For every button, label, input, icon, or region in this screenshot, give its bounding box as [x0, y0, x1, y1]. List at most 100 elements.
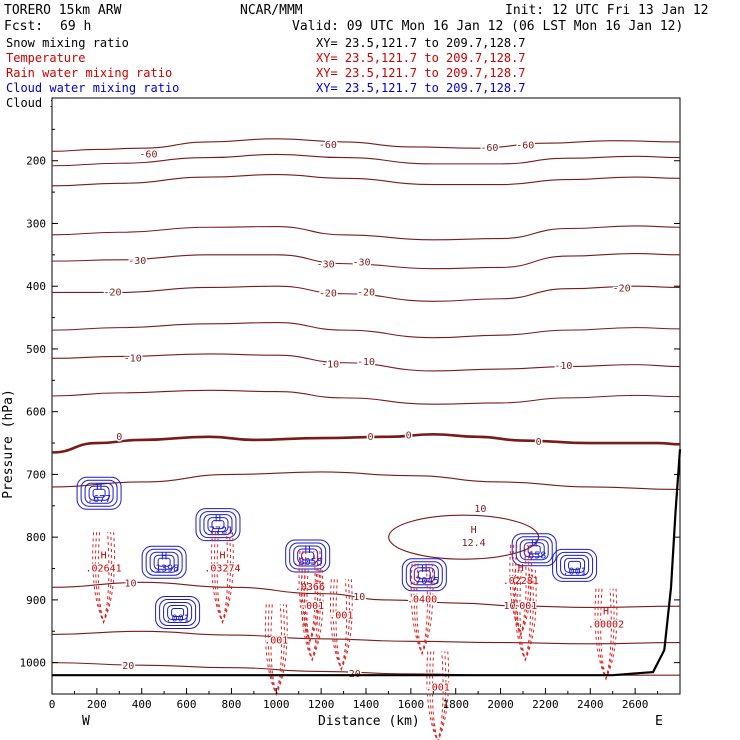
cloud-water-value: .1398 — [149, 563, 179, 574]
rain-water-contour — [594, 588, 618, 680]
cloud-water-contour — [564, 557, 586, 573]
cloud-water-contour — [523, 542, 545, 558]
isotherm-line — [51, 581, 681, 608]
fcst-value: 69 h — [60, 19, 91, 34]
isotherm-label: -60 — [480, 143, 498, 154]
rain-water-value: .00002 — [588, 620, 624, 631]
isotherm-line — [51, 153, 681, 167]
x-tick-label: 800 — [221, 698, 241, 711]
rain-water-value: .0400 — [407, 595, 437, 606]
cloud-water-h-label: H — [421, 564, 427, 575]
rain-water-value: .001 — [264, 635, 288, 646]
x-tick-label: 2400 — [577, 698, 604, 711]
legend-entry-xy: XY= 23.5,121.7 to 209.7,128.7 — [316, 51, 526, 65]
cloud-water-contour — [76, 476, 122, 510]
cloud-water-value: .001 — [563, 566, 587, 577]
cloud-water-contour — [80, 479, 118, 507]
isotherm-line — [52, 285, 681, 302]
x-tick-label: 1400 — [353, 698, 380, 711]
rain-water-h-label: H — [101, 550, 107, 561]
cloud-water-contour — [157, 557, 171, 567]
cloud-water-value: .7721 — [203, 526, 233, 537]
rain-water-contour — [410, 563, 434, 655]
legend-entry-xy: XY= 23.5,121.7 to 209.7,128.7 — [316, 36, 526, 50]
rain-water-contour — [264, 604, 288, 696]
rain-water-contour — [509, 544, 533, 636]
cloud-water-contour — [211, 520, 225, 530]
plot-frame — [51, 97, 681, 695]
x-tick-label: 200 — [87, 698, 107, 711]
rain-water-value: .03274 — [204, 563, 240, 574]
cloud-water-contour — [145, 548, 183, 576]
cloud-water-h-label: H — [531, 539, 537, 550]
cloud-water-h-label: H — [96, 482, 102, 493]
axes: 0 200 400 600 800 1000 1200 1400 1600 1800 2000 220… — [20, 128, 680, 711]
cloud-water-h-label: H — [305, 545, 311, 556]
cloud-water-value: .677 — [87, 494, 111, 505]
x-tick-label: 0 — [49, 698, 56, 711]
cloud-water-contour — [560, 554, 590, 576]
isotherm-label: 10 — [353, 592, 365, 603]
init-time: Init: 12 UTC Fri 13 Jan 12 — [505, 3, 709, 18]
isotherm-label: -10 — [357, 357, 375, 368]
warm-pool-h-label: H — [471, 525, 477, 536]
isotherm-line — [51, 471, 681, 491]
isotherm-label: -60 — [319, 140, 337, 151]
cloud-water-contour — [141, 545, 187, 579]
legend-entry-xy: XY= 23.5,121.7 to 209.7,128.7 — [316, 66, 526, 80]
x-tick-label: 1000 — [263, 698, 290, 711]
east-endpoint: E — [655, 714, 663, 729]
x-axis-title: Distance (km) — [318, 714, 420, 729]
legend-entry-xy: XY= 23.5,121.7 to 209.7,128.7 — [316, 81, 526, 95]
legend-entry-name: Rain water mixing ratio — [6, 66, 172, 80]
y-tick-label: 400 — [26, 280, 46, 293]
isotherm-label: -20 — [357, 287, 375, 298]
isotherm-label: -20 — [104, 287, 122, 298]
isotherm-line — [51, 253, 681, 270]
y-tick-label: 800 — [26, 531, 46, 544]
x-tick-label: 1200 — [308, 698, 335, 711]
isotherm-label: 0 — [536, 437, 542, 448]
y-tick-label: 600 — [26, 406, 46, 419]
cloud-water-contour — [289, 542, 327, 570]
legend-entry-name: Cloud water mixing ratio — [6, 81, 179, 95]
cloud-water-contour — [417, 570, 431, 580]
rain-water-value: .02641 — [86, 563, 122, 574]
rain-water-contour — [211, 532, 234, 624]
cloud-water-contour — [301, 551, 315, 561]
cloud-water-contour — [511, 533, 557, 567]
plot-area: -60 -60 -60 -60 -30 -30 -30 -20 -20 -20 -20 -10 -10 -… — [20, 97, 682, 740]
isotherm-line — [51, 353, 681, 372]
rain-water-value: .001 — [513, 601, 537, 612]
x-tick-label: 1800 — [442, 698, 469, 711]
x-tick-label: 1600 — [398, 698, 425, 711]
isotherm-line — [51, 225, 681, 241]
cloud-water-contour — [293, 545, 323, 567]
cloud-water-contour — [405, 561, 443, 589]
rain-water-value: .001 — [300, 601, 324, 612]
cloud-water-contour — [159, 598, 197, 626]
isotherm-label: 0 — [367, 432, 373, 443]
cloud-water-contour — [413, 567, 435, 583]
rain-water-value: .001 — [329, 610, 353, 621]
terrain-line — [52, 449, 682, 677]
rain-water-contour — [298, 551, 322, 643]
cloud-water-contour — [556, 551, 594, 579]
cloud-water-h-label: H — [161, 551, 167, 562]
cloud-water-contour — [171, 607, 185, 617]
x-tick-label: 600 — [177, 698, 197, 711]
temperature-contours: -60 -60 -60 -60 -30 -30 -30 -20 -20 -20 -20 -10 -10 -… — [51, 138, 681, 681]
y-tick-label: 500 — [26, 343, 46, 356]
cloud-water-contour — [207, 517, 229, 533]
isotherm-line — [51, 630, 681, 645]
rain-water-contours: H.02641H.03274.0366.0400H.02281H.00002.0… — [84, 532, 625, 740]
isotherm-label: 20 — [122, 661, 134, 672]
west-endpoint: W — [82, 714, 90, 729]
isotherm-label: 10 — [474, 504, 486, 515]
cloud-water-contour — [167, 604, 189, 620]
cloud-water-value: .658 — [522, 551, 546, 562]
isotherm-line — [51, 138, 681, 152]
x-tick-label: 400 — [132, 698, 152, 711]
rain-water-contour — [513, 569, 537, 662]
